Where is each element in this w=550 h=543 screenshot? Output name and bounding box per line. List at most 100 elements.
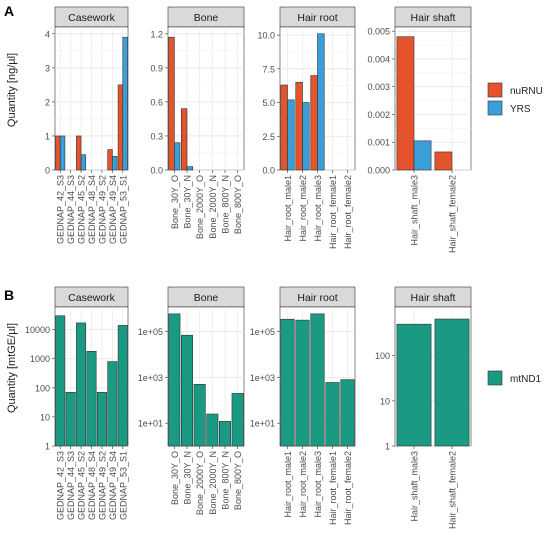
panel-a-label: A [4,3,14,19]
x-tick-label: Hair_shaft_female2 [448,175,458,253]
bar-yrs-hair-root-male2 [302,102,310,171]
y-tick-label: 1e+03 [138,373,163,383]
y-tick-label: 0.9 [150,63,163,73]
x-tick-label: GEDNAP_45_S2 [77,175,87,244]
facet-strip-title: Bone [194,12,219,24]
y-tick-label: 0.004 [367,54,390,64]
y-tick-label: 0.0 [150,166,163,176]
legend-label-mtnd1: mtND1 [510,374,542,385]
x-tick-label: GEDNAP_53_S1 [118,175,128,244]
y-tick-label: 5.0 [262,98,275,108]
legend-b: mtND1 [487,370,542,386]
y-tick-label: 0.001 [367,138,390,148]
legend-label-nurnu: nuRNU [510,86,543,97]
x-tick-label: Hair_root_male3 [313,175,323,242]
y-tick-label: 7.5 [262,64,275,74]
x-tick-label: Bone_2000Y_N [208,175,218,239]
bar-mtnd1-hair-root-male1 [280,318,295,447]
bar-nurnu-hair-root-male1 [280,84,288,171]
x-tick-label: Hair_shaft_male3 [410,451,420,522]
facet-strip-title: Casework [68,292,115,304]
bar-yrs-gednap-53-s1 [122,36,128,171]
bar-mtnd1-hair-root-female2 [340,379,355,447]
bar-nurnu-hair-shaft-male3 [396,36,415,171]
bar-mtnd1-gednap-45-s2 [76,322,87,447]
legend-swatch-mtnd1 [487,370,503,386]
bar-nurnu-gednap-53-s1 [117,84,124,171]
bar-yrs-gednap-45-s2 [80,154,87,171]
facet-a-hair-shaft: Hair shaft 0.000 0.001 0.002 0.003 0.004 0.005… [367,6,472,253]
facet-strip-title: Hair shaft [411,12,456,24]
bar-yrs-hair-root-male3 [317,33,325,171]
x-tick-label: Hair_root_male1 [283,175,293,242]
bar-yrs-hair-shaft-male3 [413,140,432,171]
legend-swatch-nurnu [487,82,503,98]
bar-nurnu-hair-root-male3 [310,75,318,171]
y-tick-label: 1e+01 [250,419,275,429]
x-tick-label: GEDNAP_49_S4 [108,175,118,244]
x-tick-label: GEDNAP_48_S4 [87,451,97,520]
x-tick-label: GEDNAP_45_S2 [77,451,87,520]
bar-mtnd1-bone-800y-o [231,393,244,447]
y-tick-label: 1.2 [150,29,163,39]
x-tick-label: GEDNAP_42_S3 [56,451,66,520]
legend-label-yrs: YRS [510,104,531,115]
y-tick-label: 0.000 [367,166,390,176]
y-tick-label: 0.3 [150,131,163,141]
x-tick-label: Bone_2000Y_O [195,451,205,515]
x-tick-label: Hair_root_female2 [343,175,353,249]
y-tick-label: 4 [45,29,50,39]
y-tick-label: 2.5 [262,132,275,142]
x-tick-label: Hair_shaft_male3 [410,175,420,246]
bar-mtnd1-hair-root-male2 [295,319,310,447]
x-tick-label: Hair_root_female2 [343,451,353,525]
x-tick-label: GEDNAP_44_S3 [66,175,76,244]
bar-mtnd1-hair-root-female1 [325,382,340,447]
x-tick-label: Bone_800Y_N [221,451,231,510]
y-tick-label: 1 [45,442,50,452]
bar-nurnu-gednap-42-s3 [55,135,61,171]
bar-mtnd1-gednap-44-s3 [65,392,76,447]
y-tick-label: 10000 [25,325,50,335]
x-tick-label: Hair_root_male2 [298,175,308,242]
bar-yrs-bone-30y-n [186,166,193,171]
x-tick-label: Bone_2000Y_N [208,451,218,515]
x-tick-label: Bone_800Y_O [233,451,243,510]
bar-mtnd1-hair-shaft-male3 [396,323,432,447]
x-tick-label: Bone_2000Y_O [195,175,205,239]
legend-a: nuRNU YRS [487,82,543,116]
facet-a-hair-root: Hair root 0.0 2.5 5.0 7.5 10.0 Hair_root_male1… [257,6,356,249]
y-tick-label: 1 [45,131,50,141]
y-tick-label: 0.003 [367,82,390,92]
bar-mtnd1-bone-800y-n [219,421,232,447]
y-tick-label: 3 [45,63,50,73]
y-tick-label: 1 [385,442,390,452]
bar-nurnu-bone-30y-o [168,36,175,171]
facet-strip-title: Hair shaft [411,292,456,304]
facet-b-hair-shaft: Hair shaft 1 10 100 Hair_shaft_male3 Hair_sha… [375,286,472,529]
y-tick-label: 0.005 [367,27,390,37]
bar-mtnd1-gednap-53-s1 [117,325,128,447]
y-tick-label: 1e+05 [250,327,275,337]
bar-mtnd1-bone-2000y-o [193,383,206,447]
bar-mtnd1-gednap-49-s2 [96,392,107,447]
bar-nurnu-bone-30y-n [181,108,188,171]
x-tick-label: Bone_30Y_O [170,175,180,229]
bar-yrs-hair-root-male1 [287,99,295,171]
y-tick-label: 10.0 [257,31,275,41]
facet-strip-title: Bone [194,292,219,304]
x-tick-label: Hair_root_female1 [328,175,338,249]
bar-mtnd1-gednap-48-s4 [86,351,97,447]
x-tick-label: GEDNAP_49_S2 [97,175,107,244]
x-tick-label: Hair_root_male2 [298,451,308,518]
bar-nurnu-gednap-49-s4 [107,149,113,171]
bar-nurnu-gednap-45-s2 [76,135,82,171]
x-tick-label: Hair_root_female1 [328,451,338,525]
x-tick-label: Bone_30Y_N [183,175,193,229]
